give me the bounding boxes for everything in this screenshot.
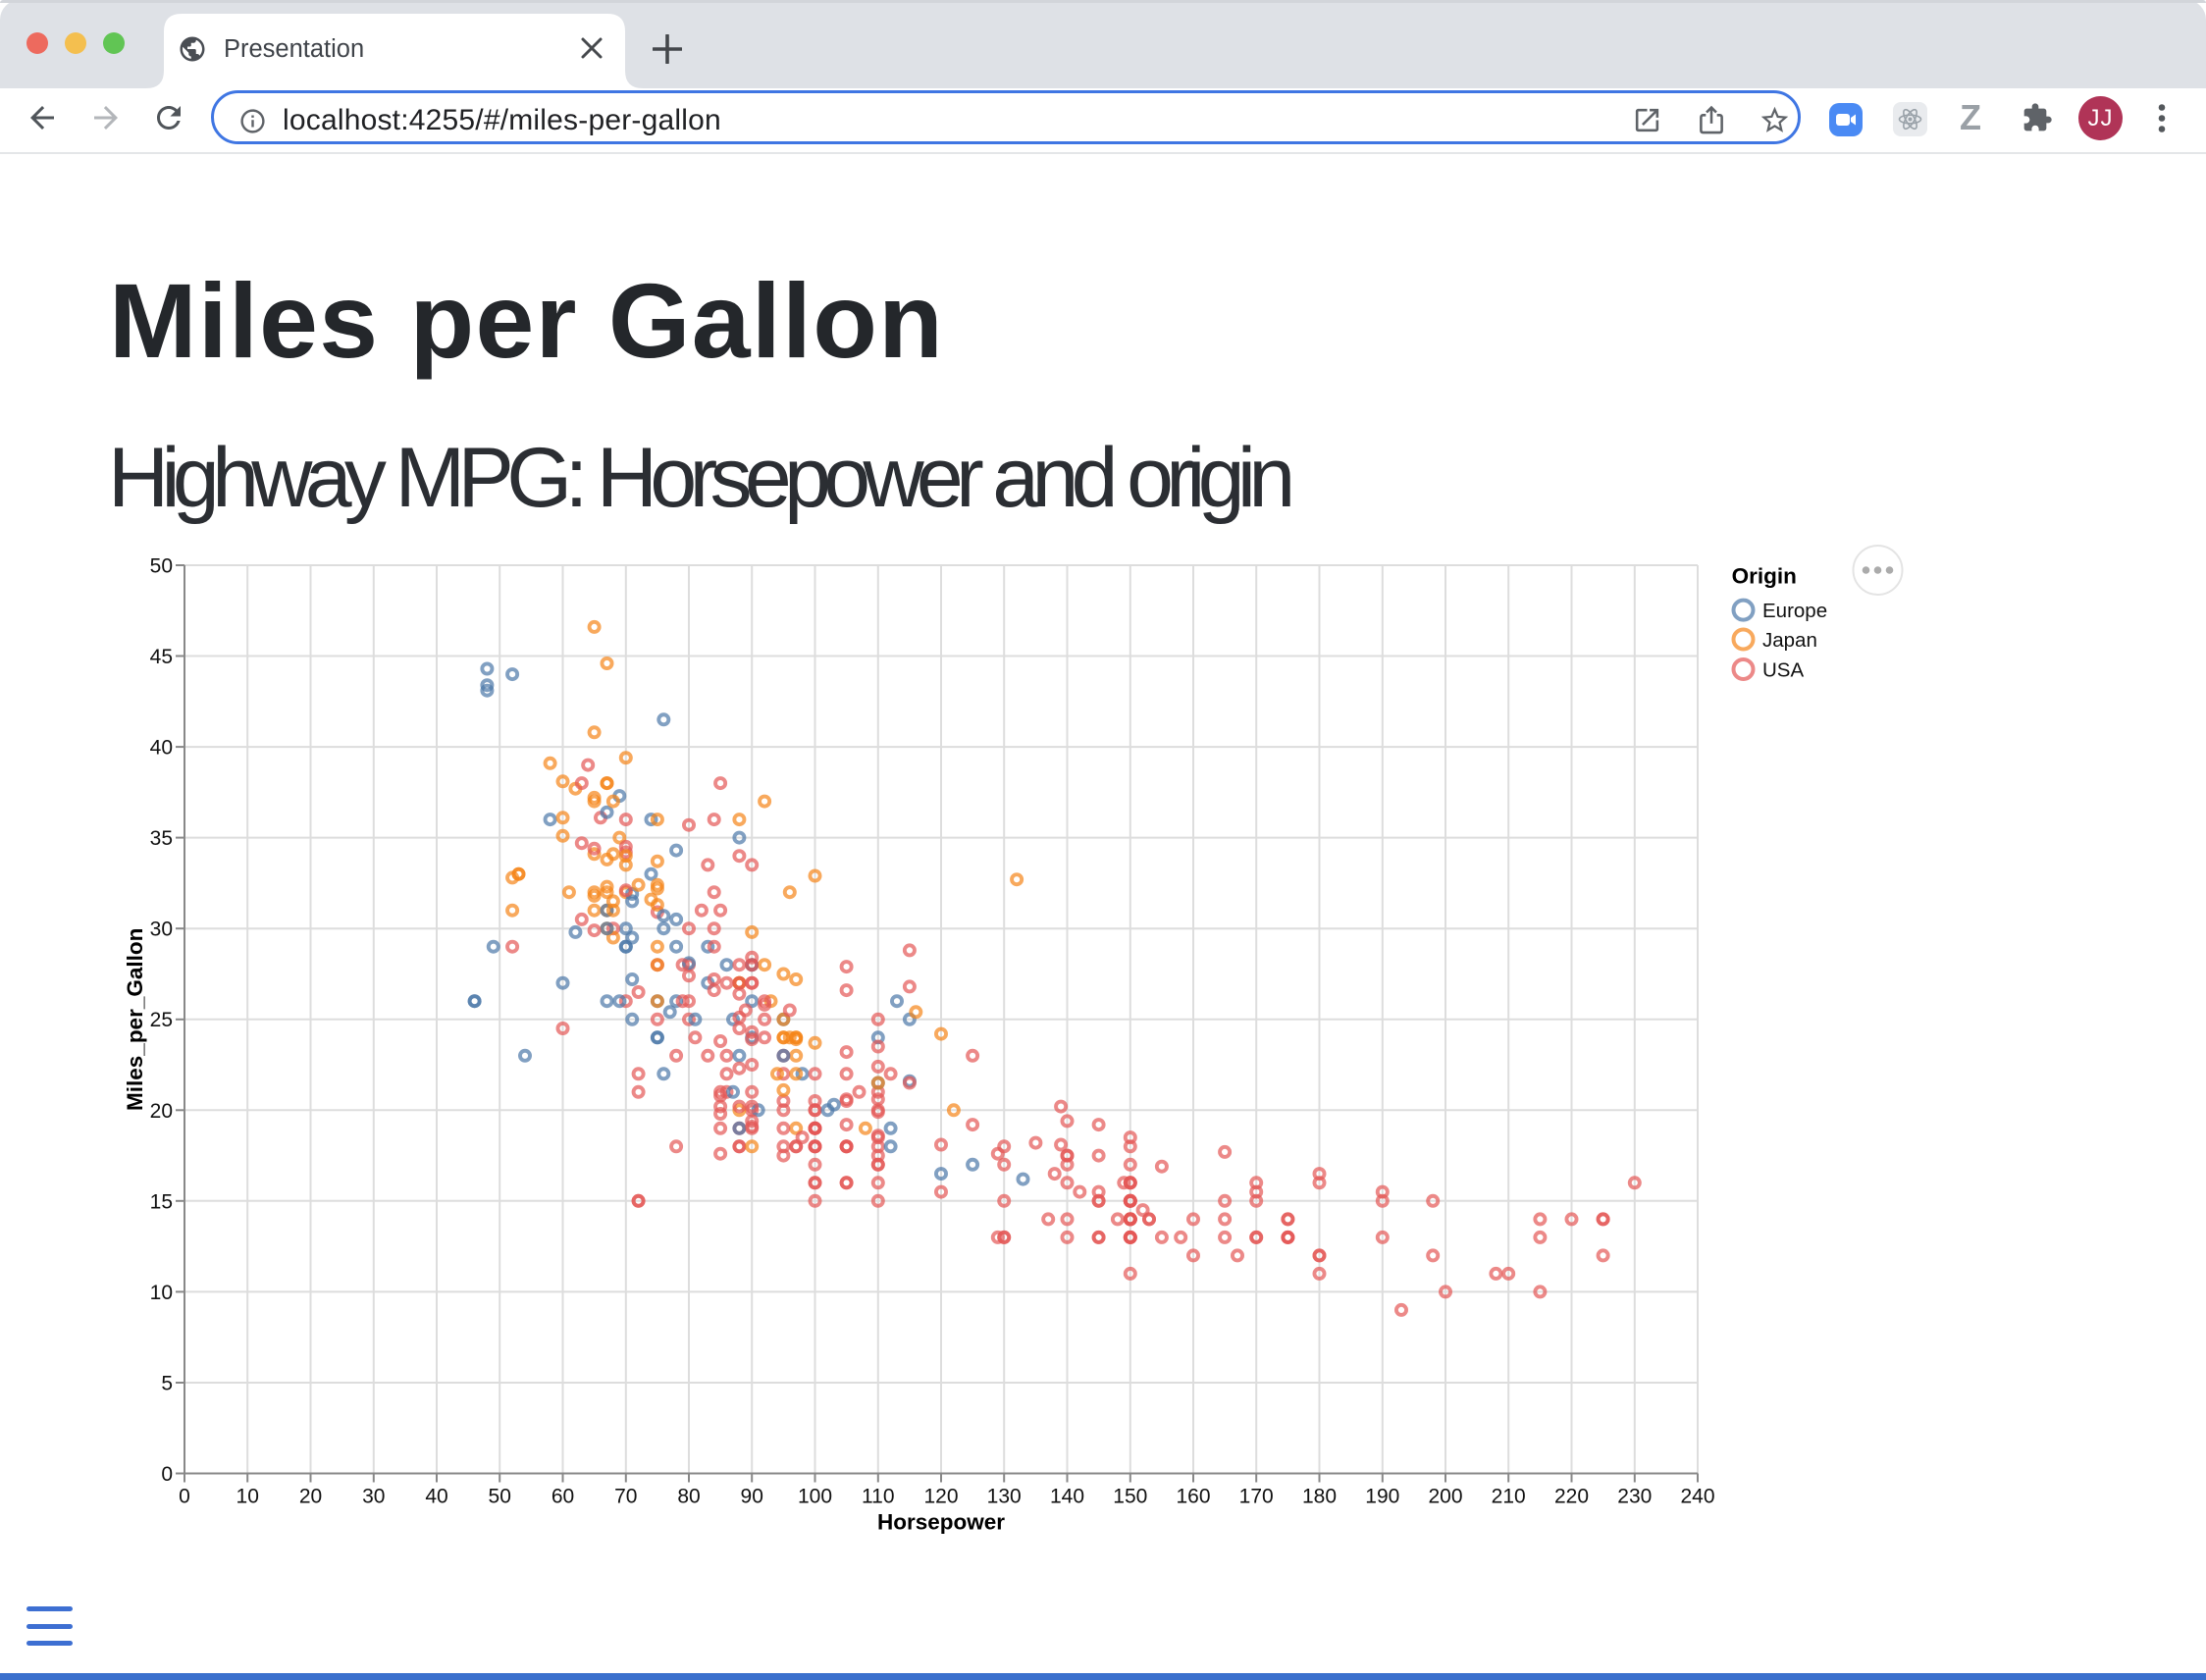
svg-text:140: 140	[1050, 1486, 1084, 1508]
svg-text:230: 230	[1617, 1486, 1652, 1508]
svg-text:10: 10	[150, 1282, 173, 1304]
svg-text:5: 5	[161, 1373, 173, 1395]
svg-text:Japan: Japan	[1762, 629, 1817, 652]
svg-text:Origin: Origin	[1732, 563, 1797, 588]
svg-text:200: 200	[1428, 1486, 1462, 1508]
svg-text:210: 210	[1492, 1486, 1526, 1508]
svg-text:20: 20	[150, 1100, 173, 1123]
svg-text:190: 190	[1365, 1486, 1399, 1508]
svg-text:15: 15	[150, 1190, 173, 1213]
svg-text:Europe: Europe	[1762, 600, 1827, 622]
svg-text:180: 180	[1302, 1486, 1337, 1508]
svg-text:220: 220	[1554, 1486, 1589, 1508]
svg-text:80: 80	[677, 1486, 700, 1508]
svg-text:30: 30	[150, 919, 173, 941]
svg-text:Miles_per_Gallon: Miles_per_Gallon	[123, 928, 147, 1111]
svg-text:160: 160	[1176, 1486, 1210, 1508]
svg-text:240: 240	[1680, 1486, 1714, 1508]
svg-text:150: 150	[1113, 1486, 1147, 1508]
svg-text:40: 40	[425, 1486, 447, 1508]
svg-text:110: 110	[862, 1486, 894, 1508]
svg-text:USA: USA	[1762, 658, 1804, 681]
svg-text:130: 130	[987, 1486, 1022, 1508]
svg-text:0: 0	[161, 1463, 173, 1486]
svg-text:20: 20	[299, 1486, 322, 1508]
svg-text:120: 120	[923, 1486, 958, 1508]
svg-text:70: 70	[614, 1486, 637, 1508]
svg-text:50: 50	[489, 1486, 511, 1508]
svg-text:30: 30	[362, 1486, 385, 1508]
svg-text:35: 35	[150, 827, 173, 850]
svg-text:10: 10	[236, 1486, 259, 1508]
svg-text:25: 25	[150, 1009, 173, 1031]
svg-text:50: 50	[150, 555, 173, 578]
svg-text:45: 45	[150, 646, 173, 668]
svg-text:170: 170	[1239, 1486, 1274, 1508]
svg-text:100: 100	[798, 1486, 832, 1508]
svg-text:0: 0	[179, 1486, 190, 1508]
svg-text:40: 40	[150, 737, 173, 760]
svg-text:60: 60	[552, 1486, 574, 1508]
svg-text:90: 90	[741, 1486, 763, 1508]
svg-text:Horsepower: Horsepower	[877, 1510, 1005, 1535]
